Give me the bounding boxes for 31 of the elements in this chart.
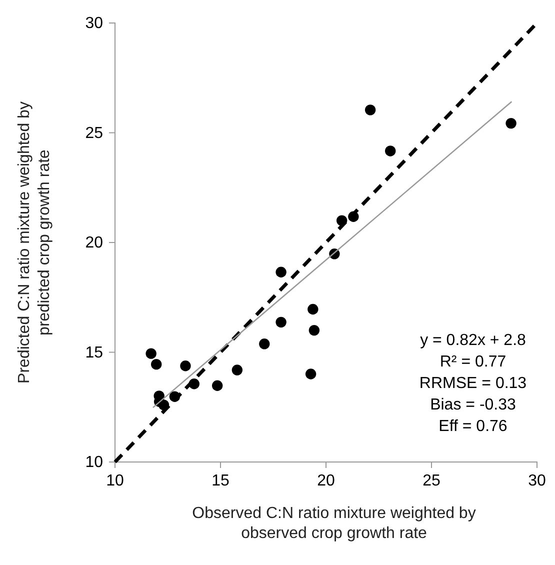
point bbox=[308, 324, 320, 336]
point bbox=[151, 358, 162, 370]
point bbox=[305, 368, 316, 380]
y-axis-title: Predicted C:N ratio mixture weighted by predicted crop growth rate bbox=[16, 102, 53, 384]
point bbox=[259, 338, 270, 350]
point bbox=[308, 304, 318, 315]
annotation: y = 0.82x + 2.8 bbox=[420, 332, 526, 349]
x-tick-label: 30 bbox=[528, 472, 546, 490]
x-tick-label: 10 bbox=[106, 472, 124, 490]
x-tick-label: 25 bbox=[422, 472, 440, 490]
point bbox=[385, 146, 396, 156]
point bbox=[212, 380, 223, 391]
x-axis-title: Observed C:N ratio mixture weighted by observed crop growth rate bbox=[192, 505, 476, 542]
y-tick-label: 25 bbox=[85, 124, 104, 142]
annotation: Bias = -0.33 bbox=[430, 396, 516, 414]
annotation: RRMSE = 0.13 bbox=[419, 375, 527, 392]
annotation: Eff = 0.76 bbox=[438, 418, 508, 435]
x-tick-label: 15 bbox=[212, 472, 230, 490]
point bbox=[146, 348, 156, 359]
y-tick-label: 15 bbox=[85, 344, 104, 362]
y-tick-label: 30 bbox=[85, 15, 104, 32]
point bbox=[276, 316, 286, 328]
point bbox=[276, 266, 286, 278]
y-tick-label: 20 bbox=[85, 234, 104, 252]
x-tick-label: 20 bbox=[317, 472, 335, 490]
point bbox=[232, 364, 243, 376]
y-tick-label: 10 bbox=[85, 454, 104, 472]
point bbox=[364, 104, 376, 116]
point bbox=[180, 360, 191, 372]
point bbox=[506, 118, 516, 129]
annotation: R² = 0.77 bbox=[440, 354, 506, 370]
